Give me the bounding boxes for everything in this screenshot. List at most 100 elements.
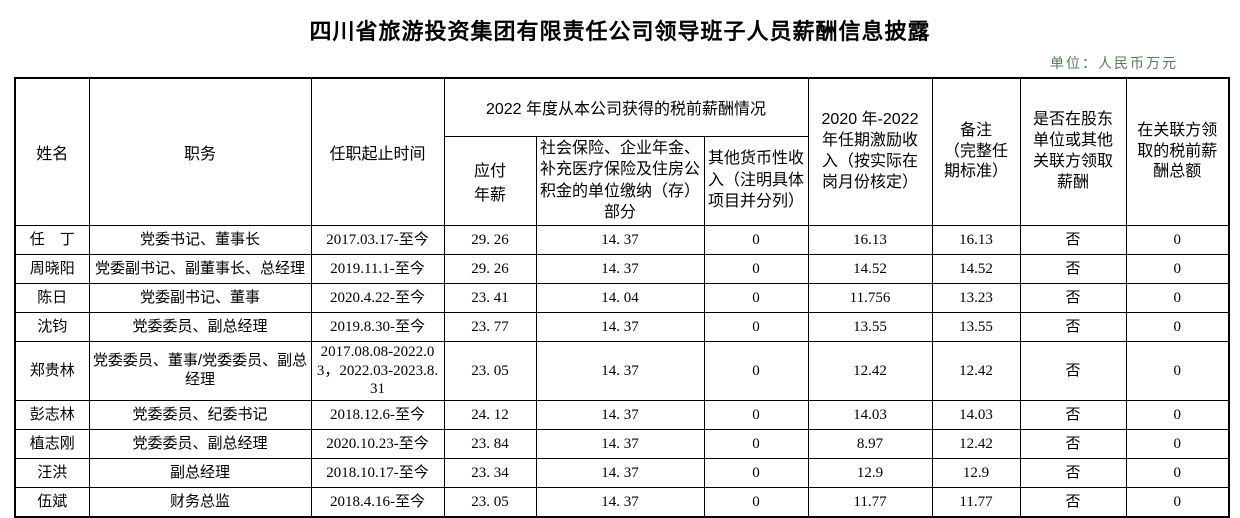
- cell-incentive: 12.42: [807, 340, 933, 402]
- cell-remark: 13.55: [931, 311, 1021, 342]
- cell-related-paid: 否: [1019, 400, 1127, 431]
- cell-remark: 11.77: [931, 487, 1021, 518]
- cell-other: 0: [703, 253, 809, 284]
- cell-position: 党委书记、董事长: [88, 224, 312, 255]
- cell-related-amount: 0: [1125, 400, 1230, 431]
- cell-position: 党委委员、董事/党委委员、副总经理: [88, 340, 312, 402]
- cell-position: 党委委员、副总经理: [88, 429, 312, 460]
- cell-related-paid: 否: [1019, 429, 1127, 460]
- cell-tenure: 2020.4.22-至今: [310, 282, 445, 313]
- cell-insurance: 14. 37: [535, 311, 705, 342]
- col-header-2022-salary-group: 2022 年度从本公司获得的税前薪酬情况: [443, 77, 809, 137]
- cell-insurance: 14. 37: [535, 458, 705, 489]
- salary-disclosure-table: 姓名 职务 任职起止时间 2022 年度从本公司获得的税前薪酬情况 2020 年…: [14, 77, 1230, 518]
- cell-insurance: 14. 37: [535, 487, 705, 518]
- table-row: 植志刚 党委委员、副总经理 2020.10.23-至今 23. 84 14. 37 0 8.…: [14, 429, 1230, 460]
- cell-tenure: 2017.08.08-2022.03，2022.03-2023.8.31: [310, 340, 445, 402]
- cell-other: 0: [703, 282, 809, 313]
- cell-name: 任 丁: [14, 224, 90, 255]
- col-header-related-party-amount: 在关联方领取的税前薪酬总额: [1125, 77, 1230, 226]
- table-row: 陈日 党委副书记、董事 2020.4.22-至今 23. 41 14. 04 0 11.75…: [14, 282, 1230, 313]
- cell-position: 党委委员、副总经理: [88, 311, 312, 342]
- cell-insurance: 14. 04: [535, 282, 705, 313]
- cell-name: 伍斌: [14, 487, 90, 518]
- cell-related-amount: 0: [1125, 282, 1230, 313]
- cell-position: 党委副书记、董事: [88, 282, 312, 313]
- cell-remark: 13.23: [931, 282, 1021, 313]
- table-row: 郑贵林 党委委员、董事/党委委员、副总经理 2017.08.08-2022.03，2…: [14, 340, 1230, 402]
- col-header-other-income: 其他货币性收入（注明具体项目并分列）: [703, 135, 809, 226]
- cell-incentive: 16.13: [807, 224, 933, 255]
- cell-tenure: 2018.12.6-至今: [310, 400, 445, 431]
- col-header-tenure: 任职起止时间: [310, 77, 445, 226]
- cell-incentive: 12.9: [807, 458, 933, 489]
- table-body: 任 丁党委书记、董事长 2017.03.17-至今 29. 26 14. 37 0 16.…: [14, 224, 1230, 518]
- table-row: 汪洪 副总经理 2018.10.17-至今 23. 34 14. 37 0 12.9 12.9…: [14, 458, 1230, 489]
- cell-name: 郑贵林: [14, 340, 90, 402]
- table-row: 伍斌 财务总监 2018.4.16-至今 23. 05 14. 37 0 11.77 11.7…: [14, 487, 1230, 518]
- table-row: 周晓阳 党委副书记、副董事长、总经理 2019.11.1-至今 29. 26 14. 3…: [14, 253, 1230, 284]
- cell-tenure: 2018.4.16-至今: [310, 487, 445, 518]
- cell-remark: 14.03: [931, 400, 1021, 431]
- table-header: 姓名 职务 任职起止时间 2022 年度从本公司获得的税前薪酬情况 2020 年…: [14, 77, 1230, 226]
- cell-other: 0: [703, 400, 809, 431]
- cell-name: 周晓阳: [14, 253, 90, 284]
- page-title: 四川省旅游投资集团有限责任公司领导班子人员薪酬信息披露: [309, 19, 931, 44]
- cell-name: 植志刚: [14, 429, 90, 460]
- cell-related-paid: 否: [1019, 224, 1127, 255]
- cell-incentive: 13.55: [807, 311, 933, 342]
- cell-remark: 14.52: [931, 253, 1021, 284]
- col-header-related-party-paid: 是否在股东单位或其他关联方领取薪酬: [1019, 77, 1127, 226]
- cell-related-paid: 否: [1019, 340, 1127, 402]
- col-header-annual-pay: 应付 年薪: [443, 135, 537, 226]
- cell-tenure: 2017.03.17-至今: [310, 224, 445, 255]
- cell-tenure: 2019.8.30-至今: [310, 311, 445, 342]
- cell-related-amount: 0: [1125, 429, 1230, 460]
- cell-insurance: 14. 37: [535, 224, 705, 255]
- cell-incentive: 11.756: [807, 282, 933, 313]
- cell-related-paid: 否: [1019, 487, 1127, 518]
- col-header-incentive: 2020 年-2022年任期激励收入（按实际在岗月份核定）: [807, 77, 933, 226]
- cell-name: 陈日: [14, 282, 90, 313]
- cell-pay: 23. 05: [443, 340, 537, 402]
- cell-other: 0: [703, 340, 809, 402]
- cell-pay: 23. 34: [443, 458, 537, 489]
- cell-other: 0: [703, 224, 809, 255]
- cell-related-paid: 否: [1019, 282, 1127, 313]
- cell-related-amount: 0: [1125, 487, 1230, 518]
- cell-incentive: 14.52: [807, 253, 933, 284]
- cell-tenure: 2019.11.1-至今: [310, 253, 445, 284]
- cell-pay: 23. 84: [443, 429, 537, 460]
- cell-related-amount: 0: [1125, 340, 1230, 402]
- cell-tenure: 2018.10.17-至今: [310, 458, 445, 489]
- cell-pay: 29. 26: [443, 224, 537, 255]
- cell-related-amount: 0: [1125, 253, 1230, 284]
- cell-insurance: 14. 37: [535, 400, 705, 431]
- table-row: 任 丁党委书记、董事长 2017.03.17-至今 29. 26 14. 37 0 16.…: [14, 224, 1230, 255]
- cell-related-paid: 否: [1019, 458, 1127, 489]
- cell-pay: 24. 12: [443, 400, 537, 431]
- cell-position: 财务总监: [88, 487, 312, 518]
- cell-name: 沈钧: [14, 311, 90, 342]
- cell-position: 党委委员、纪委书记: [88, 400, 312, 431]
- cell-insurance: 14. 37: [535, 253, 705, 284]
- cell-insurance: 14. 37: [535, 429, 705, 460]
- cell-remark: 16.13: [931, 224, 1021, 255]
- cell-position: 党委副书记、副董事长、总经理: [88, 253, 312, 284]
- cell-remark: 12.9: [931, 458, 1021, 489]
- col-header-name: 姓名: [14, 77, 90, 226]
- cell-other: 0: [703, 458, 809, 489]
- table-row: 彭志林 党委委员、纪委书记 2018.12.6-至今 24. 12 14. 37 0 14.…: [14, 400, 1230, 431]
- col-header-position: 职务: [88, 77, 312, 226]
- cell-name: 汪洪: [14, 458, 90, 489]
- cell-name: 彭志林: [14, 400, 90, 431]
- cell-incentive: 14.03: [807, 400, 933, 431]
- cell-related-paid: 否: [1019, 311, 1127, 342]
- cell-remark: 12.42: [931, 340, 1021, 402]
- cell-related-amount: 0: [1125, 224, 1230, 255]
- col-header-remark: 备注 （完整任 期标准）: [931, 77, 1021, 226]
- cell-related-amount: 0: [1125, 311, 1230, 342]
- table-row: 沈钧 党委委员、副总经理 2019.8.30-至今 23. 77 14. 37 0 13.5…: [14, 311, 1230, 342]
- cell-other: 0: [703, 487, 809, 518]
- cell-tenure: 2020.10.23-至今: [310, 429, 445, 460]
